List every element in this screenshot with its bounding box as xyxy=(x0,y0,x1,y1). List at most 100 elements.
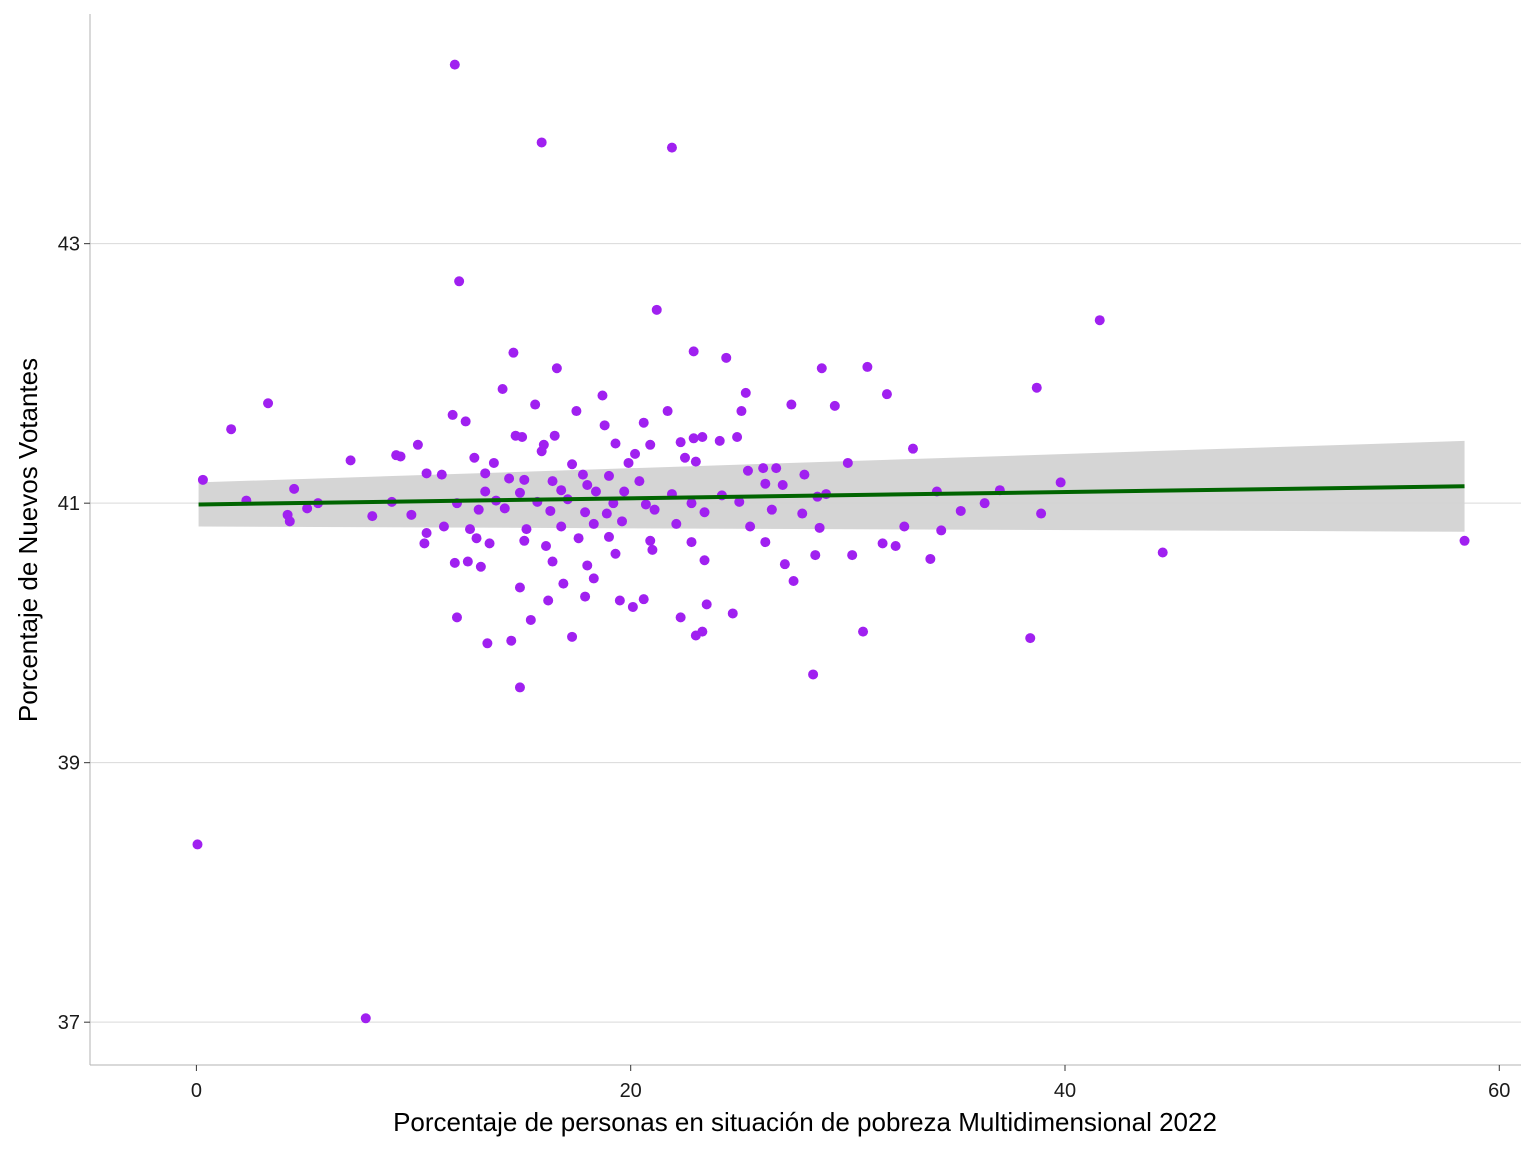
data-point xyxy=(862,361,873,372)
data-point xyxy=(603,470,614,481)
data-point xyxy=(858,626,869,637)
data-point xyxy=(462,556,473,567)
data-point xyxy=(543,595,554,606)
data-point xyxy=(699,507,710,518)
data-point xyxy=(727,608,738,619)
data-point xyxy=(779,559,790,570)
data-point xyxy=(582,480,593,491)
data-point xyxy=(890,540,901,551)
data-point xyxy=(651,304,662,315)
data-point xyxy=(436,469,447,480)
data-point xyxy=(421,468,432,479)
data-point xyxy=(829,400,840,411)
data-point xyxy=(547,476,558,487)
data-point xyxy=(788,576,799,587)
data-point xyxy=(449,59,460,70)
data-point xyxy=(571,406,582,417)
y-tick-label: 39 xyxy=(58,753,80,775)
data-point xyxy=(541,540,552,551)
data-point xyxy=(438,521,449,532)
data-point xyxy=(508,347,519,358)
data-point xyxy=(421,528,432,539)
data-point xyxy=(786,399,797,410)
data-point xyxy=(573,533,584,544)
data-point xyxy=(506,635,517,646)
data-point xyxy=(614,595,625,606)
data-point xyxy=(925,553,936,564)
data-point xyxy=(675,437,686,448)
data-point xyxy=(679,452,690,463)
data-point xyxy=(666,142,677,153)
data-point xyxy=(1157,547,1168,558)
data-point xyxy=(638,417,649,428)
data-point xyxy=(736,406,747,417)
data-point xyxy=(1031,382,1042,393)
data-point xyxy=(263,398,274,409)
data-point xyxy=(525,614,536,625)
data-point xyxy=(608,498,619,509)
data-point xyxy=(469,452,480,463)
data-point xyxy=(842,457,853,468)
data-point xyxy=(471,533,482,544)
data-point xyxy=(558,578,569,589)
data-point xyxy=(599,420,610,431)
data-point xyxy=(284,516,295,527)
data-point xyxy=(449,557,460,568)
data-point xyxy=(955,505,966,516)
data-point xyxy=(603,531,614,542)
data-point xyxy=(601,508,612,519)
data-point xyxy=(630,448,641,459)
data-point xyxy=(226,424,237,435)
y-tick-label: 43 xyxy=(58,234,80,256)
data-point xyxy=(412,439,423,450)
data-point xyxy=(567,459,578,470)
data-point xyxy=(640,499,651,510)
data-point xyxy=(936,525,947,536)
data-point xyxy=(816,363,827,374)
data-points xyxy=(192,59,1470,1024)
data-point xyxy=(742,465,753,476)
confidence-band-area xyxy=(198,440,1465,532)
data-point xyxy=(419,538,430,549)
data-point xyxy=(451,612,462,623)
data-point xyxy=(549,430,560,441)
grid-lines xyxy=(90,243,1521,1023)
data-point xyxy=(192,839,203,850)
data-point xyxy=(499,503,510,514)
data-point xyxy=(766,504,777,515)
data-point xyxy=(536,137,547,148)
data-point xyxy=(797,508,808,519)
data-point xyxy=(688,346,699,357)
y-tick-label: 41 xyxy=(58,493,80,515)
data-point xyxy=(979,498,990,509)
data-point xyxy=(588,518,599,529)
x-tick-label: 60 xyxy=(1488,1080,1510,1102)
data-point xyxy=(447,409,458,420)
y-tick-label: 37 xyxy=(58,1012,80,1034)
y-axis-title: Porcentaje de Nuevos Votantes xyxy=(13,358,43,722)
data-point xyxy=(556,485,567,496)
data-point xyxy=(699,555,710,566)
data-point xyxy=(460,416,471,427)
data-point xyxy=(701,599,712,610)
data-point xyxy=(289,483,300,494)
data-point xyxy=(497,383,508,394)
data-point xyxy=(577,469,588,480)
data-point xyxy=(771,463,782,474)
data-point xyxy=(808,669,819,680)
data-point xyxy=(465,524,476,535)
data-point xyxy=(877,538,888,549)
data-point xyxy=(671,518,682,529)
data-point xyxy=(649,504,660,515)
data-point xyxy=(714,435,725,446)
data-point xyxy=(545,505,556,516)
data-point xyxy=(721,352,732,363)
data-point xyxy=(847,550,858,561)
trend-line-group xyxy=(198,484,1465,507)
data-point xyxy=(662,406,673,417)
data-point xyxy=(514,682,525,693)
data-point xyxy=(482,638,493,649)
data-point xyxy=(686,537,697,548)
